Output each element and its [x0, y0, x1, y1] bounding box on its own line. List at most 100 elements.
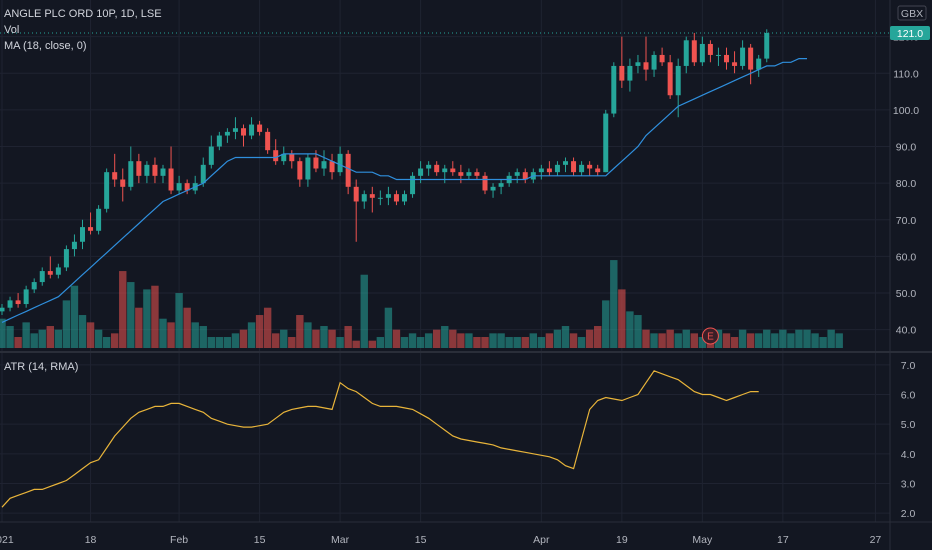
candle[interactable] [458, 164, 464, 184]
candle[interactable] [434, 161, 440, 176]
candle[interactable] [571, 157, 577, 176]
candle[interactable] [707, 40, 713, 63]
candle[interactable] [104, 168, 110, 213]
candle[interactable] [176, 175, 182, 195]
candle[interactable] [0, 304, 5, 316]
candle[interactable] [136, 153, 142, 184]
candle[interactable] [321, 150, 327, 176]
candle[interactable] [482, 172, 488, 195]
candle[interactable] [635, 54, 641, 74]
candle[interactable] [442, 164, 448, 184]
candle[interactable] [691, 32, 697, 66]
earnings-icon[interactable] [701, 327, 719, 345]
candle[interactable] [683, 36, 689, 74]
candle[interactable] [498, 179, 504, 195]
candle[interactable] [353, 179, 359, 242]
candle[interactable] [63, 245, 69, 272]
candle[interactable] [88, 212, 94, 235]
candle[interactable] [200, 157, 206, 187]
candle[interactable] [241, 124, 246, 147]
candle[interactable] [216, 131, 222, 151]
volume-legend[interactable]: Vol [4, 24, 20, 36]
candle[interactable] [31, 278, 37, 294]
candle[interactable] [265, 128, 271, 154]
candle[interactable] [337, 146, 343, 176]
candle[interactable] [273, 139, 279, 165]
candle[interactable] [579, 161, 585, 176]
candle[interactable] [466, 168, 472, 180]
currency-badge[interactable]: GBX [897, 5, 927, 21]
candle[interactable] [71, 234, 77, 257]
candle[interactable] [667, 54, 673, 99]
candle[interactable] [522, 168, 528, 184]
time-axis[interactable]: 2021 18 Feb 15 Mar 15 Apr 19 May 17 27 [0, 534, 881, 546]
candle[interactable] [603, 109, 609, 173]
candle[interactable] [329, 153, 335, 180]
candle[interactable] [152, 157, 158, 184]
candle[interactable] [385, 186, 391, 206]
candle[interactable] [257, 120, 263, 136]
candle[interactable] [39, 267, 45, 286]
candle[interactable] [47, 256, 53, 279]
candle[interactable] [232, 117, 238, 140]
candle[interactable] [554, 161, 560, 176]
candle[interactable] [756, 54, 762, 77]
candle[interactable] [659, 47, 665, 66]
candlesticks[interactable] [0, 29, 770, 316]
candle[interactable] [281, 146, 287, 165]
candle[interactable] [80, 219, 85, 250]
candle[interactable] [563, 157, 568, 173]
earnings-marker[interactable]: E [701, 327, 719, 345]
candle[interactable] [15, 293, 21, 308]
candle[interactable] [514, 168, 520, 184]
candle[interactable] [297, 157, 303, 187]
candle[interactable] [305, 153, 311, 187]
candle[interactable] [289, 150, 295, 169]
candle[interactable] [450, 161, 456, 176]
candle[interactable] [96, 205, 102, 235]
candle[interactable] [627, 58, 633, 92]
candle[interactable] [651, 51, 657, 77]
candle[interactable] [643, 36, 649, 81]
candle[interactable] [732, 51, 738, 74]
candle[interactable] [23, 285, 29, 308]
candle[interactable] [546, 161, 552, 176]
candle[interactable] [377, 190, 383, 206]
atr-legend[interactable]: ATR (14, RMA) [4, 361, 79, 373]
candle[interactable] [224, 128, 230, 143]
candle[interactable] [675, 58, 681, 118]
candle[interactable] [128, 146, 134, 191]
candle[interactable] [345, 150, 351, 195]
candle[interactable] [7, 296, 13, 312]
candle[interactable] [699, 36, 705, 66]
candle[interactable] [112, 153, 118, 187]
candle[interactable] [208, 135, 214, 169]
candle[interactable] [474, 168, 480, 180]
candle[interactable] [740, 40, 746, 70]
candle[interactable] [611, 62, 617, 118]
candle[interactable] [410, 172, 416, 198]
symbol-legend[interactable]: ANGLE PLC ORD 10P, 1D, LSE [4, 8, 162, 20]
candle[interactable] [587, 161, 593, 176]
candle[interactable] [715, 47, 721, 66]
ma-legend[interactable]: MA (18, close, 0) [4, 40, 87, 52]
candle[interactable] [595, 164, 601, 176]
atr-axis[interactable]: 2.0 3.0 4.0 5.0 6.0 7.0 [901, 360, 916, 520]
candle[interactable] [393, 190, 399, 206]
candle[interactable] [55, 263, 61, 279]
candle[interactable] [168, 146, 174, 195]
candle[interactable] [426, 161, 432, 176]
candle[interactable] [538, 164, 544, 180]
candle[interactable] [369, 186, 375, 213]
candle[interactable] [249, 117, 255, 140]
candle[interactable] [184, 179, 190, 195]
candle[interactable] [748, 43, 754, 85]
candle[interactable] [490, 183, 496, 198]
candle[interactable] [402, 190, 407, 206]
candle[interactable] [764, 29, 770, 63]
candle[interactable] [724, 47, 729, 70]
candle[interactable] [160, 164, 166, 184]
candle[interactable] [619, 36, 625, 88]
